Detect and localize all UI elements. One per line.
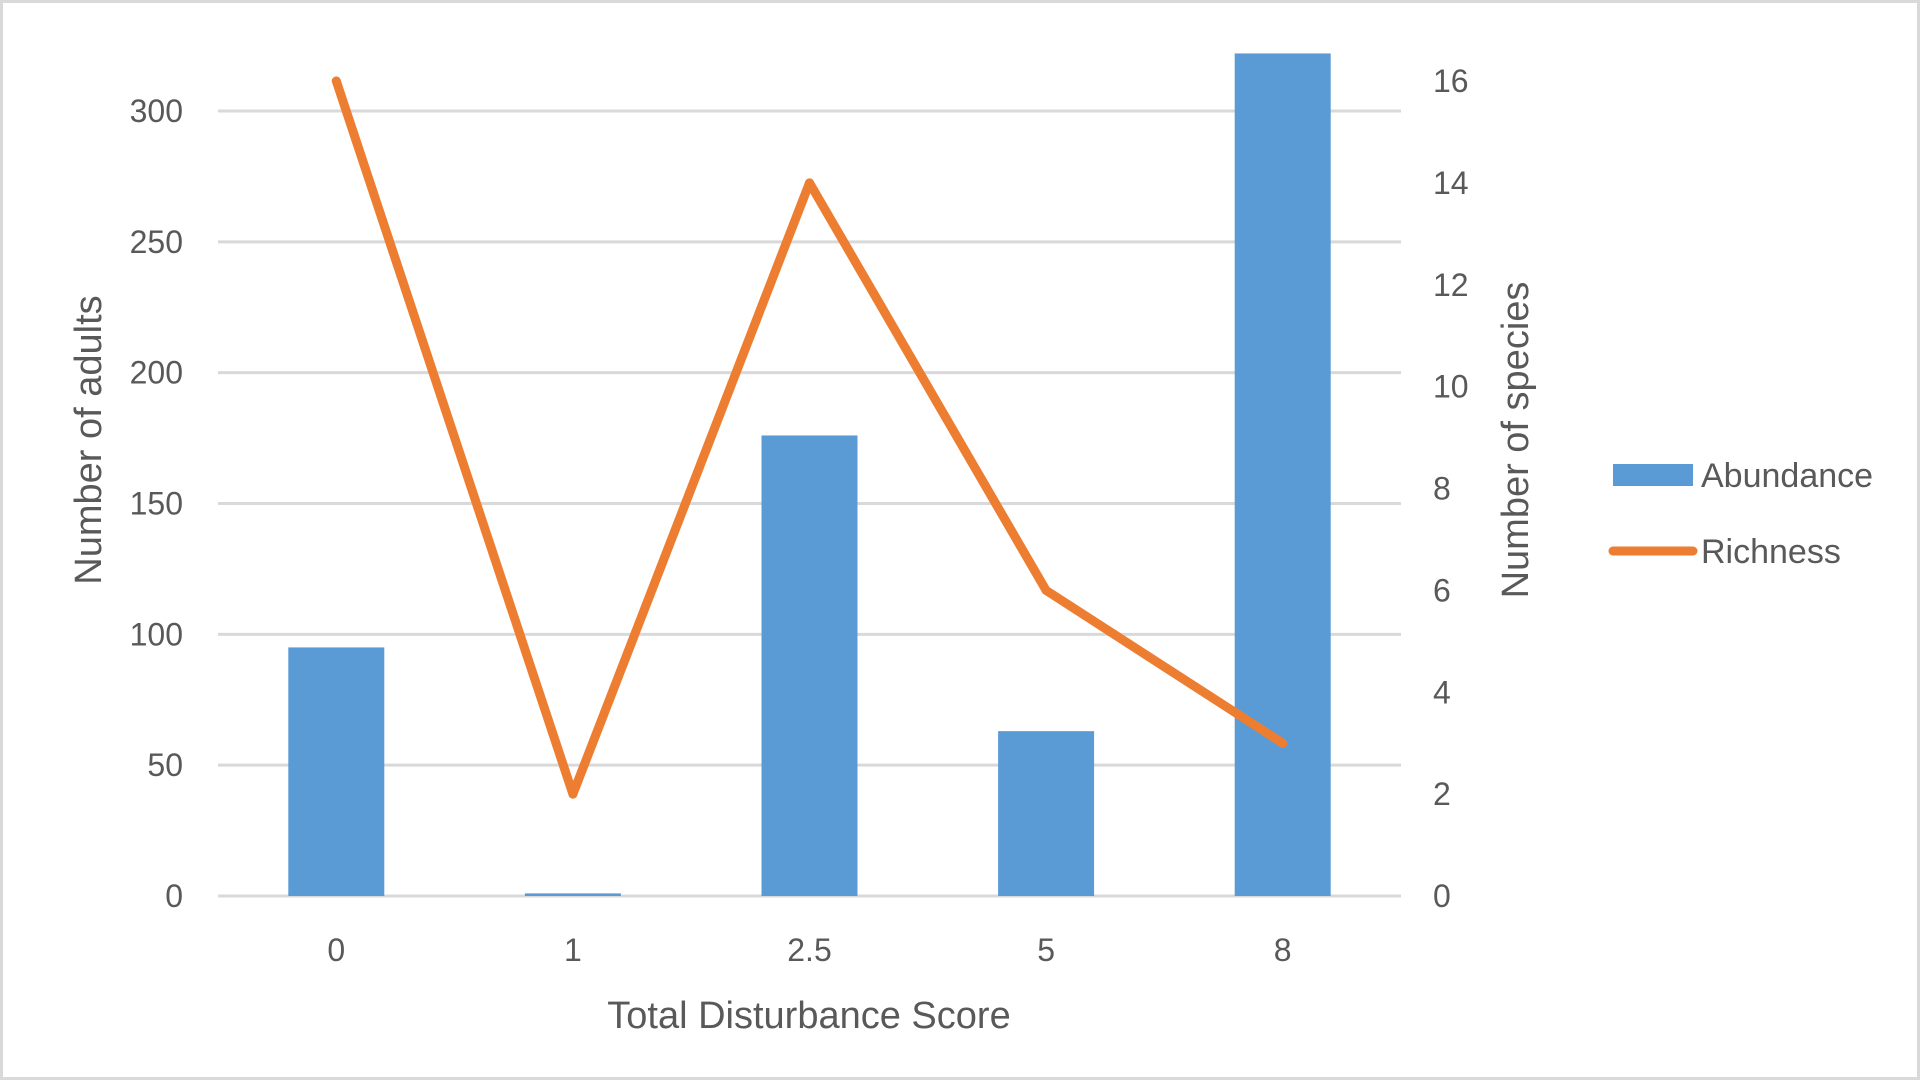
right-axis-ticks: 0 2 4 6 8 10 12 14 16: [1433, 63, 1469, 914]
legend-label-abundance: Abundance: [1701, 457, 1873, 495]
x-axis-ticks: 0 1 2.5 5 8: [327, 932, 1291, 968]
x-axis-title: Total Disturbance Score: [607, 995, 1010, 1037]
y-tick-label: 0: [165, 878, 183, 914]
y-tick-label: 200: [130, 355, 183, 391]
legend-swatch-abundance: [1613, 464, 1693, 486]
bar-abundance: [998, 731, 1095, 896]
y2-tick-label: 14: [1433, 165, 1469, 201]
y-axis-title: Number of adults: [68, 295, 110, 584]
richness-point: [1041, 585, 1051, 595]
y2-tick-label: 0: [1433, 878, 1451, 914]
y2-axis-title: Number of species: [1495, 282, 1537, 599]
richness-line-group: [331, 76, 1288, 799]
combo-chart: 0 50 100 150 200 250 300 0 2 4 6 8 10 12 14 16 0 1 2.5 5 8…: [68, 53, 1873, 1037]
bar-abundance: [288, 647, 385, 896]
y-tick-label: 50: [147, 747, 183, 783]
y2-tick-label: 8: [1433, 471, 1451, 507]
y-tick-label: 300: [130, 93, 183, 129]
bar-abundance: [761, 435, 858, 896]
abundance-bars: [288, 53, 1331, 896]
x-tick-label: 8: [1274, 932, 1292, 968]
x-tick-label: 1: [564, 932, 582, 968]
y-tick-label: 150: [130, 486, 183, 522]
richness-point: [331, 76, 341, 86]
x-tick-label: 2.5: [787, 932, 831, 968]
bar-abundance: [524, 893, 621, 896]
x-tick-label: 0: [327, 932, 345, 968]
legend-label-richness: Richness: [1701, 533, 1841, 571]
richness-point: [1278, 738, 1288, 748]
y-tick-label: 250: [130, 224, 183, 260]
legend: Abundance Richness: [1608, 457, 1873, 571]
y2-tick-label: 10: [1433, 369, 1469, 405]
y2-tick-label: 4: [1433, 674, 1451, 710]
y2-tick-label: 2: [1433, 776, 1451, 812]
richness-point: [805, 178, 814, 188]
bar-abundance: [1234, 53, 1331, 896]
y-tick-label: 100: [130, 616, 183, 652]
y2-tick-label: 12: [1433, 267, 1469, 303]
richness-point: [568, 789, 578, 799]
left-axis-ticks: 0 50 100 150 200 250 300: [130, 93, 183, 914]
y2-tick-label: 6: [1433, 572, 1451, 608]
x-tick-label: 5: [1037, 932, 1055, 968]
y2-tick-label: 16: [1433, 63, 1469, 99]
